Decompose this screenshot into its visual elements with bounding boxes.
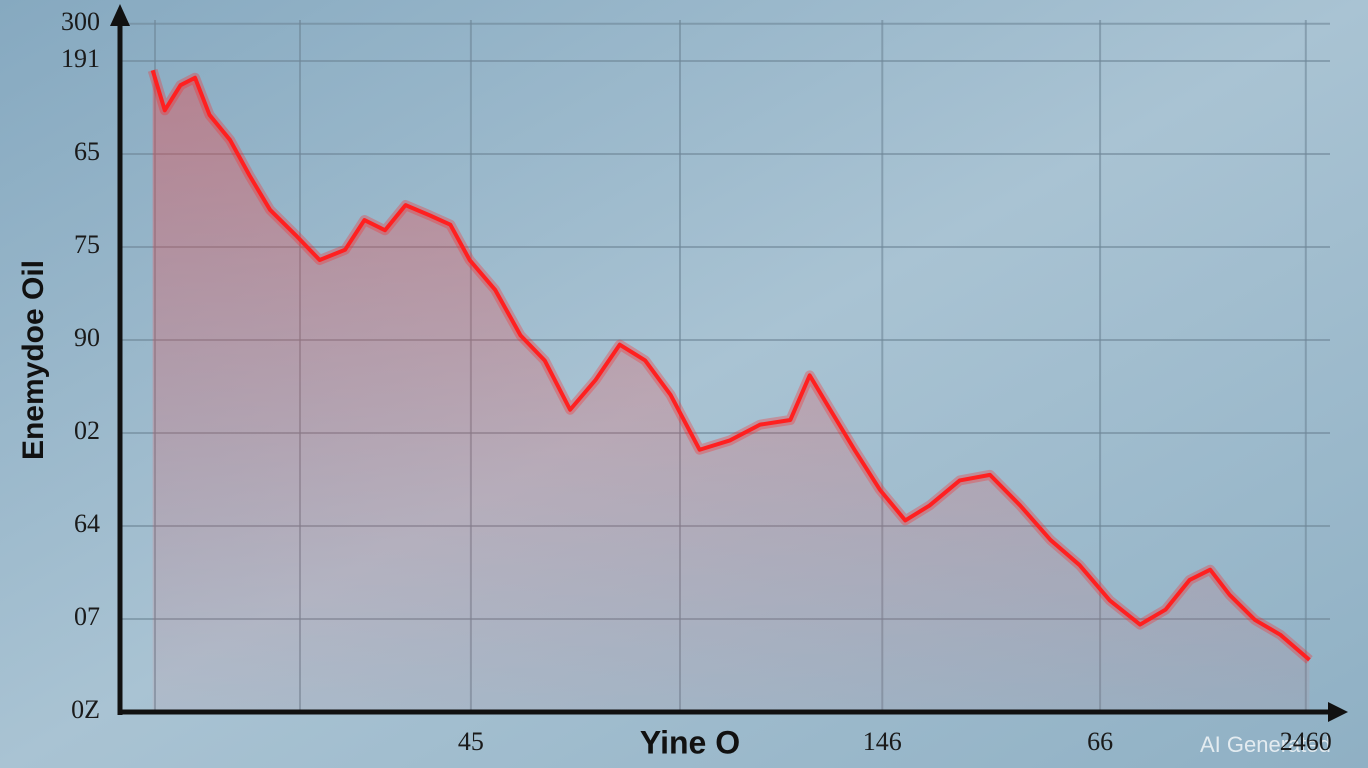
y-tick-label: 65 xyxy=(74,137,100,166)
line xyxy=(150,69,1311,662)
y-tick-label: 0Z xyxy=(71,695,100,724)
y-tick-label: 02 xyxy=(74,416,100,445)
area xyxy=(152,70,1310,713)
y-tick-label: 07 xyxy=(74,602,100,631)
y-tick-label: 75 xyxy=(74,230,100,259)
watermark: AI Generated xyxy=(1200,732,1331,757)
x-tick-label: 45 xyxy=(458,727,484,756)
x-tick-label: 146 xyxy=(863,727,902,756)
x-tick-label: 2460 xyxy=(1280,727,1332,756)
y-axis-arrow xyxy=(110,4,130,26)
y-axis-label: Enemydoe Oil xyxy=(17,260,50,460)
y-tick-label: 64 xyxy=(74,509,100,538)
y-tick-label: 300 xyxy=(61,7,100,36)
ticks: 0Z 07 64 02 90 75 65 191 300 45 146 66 2460 xyxy=(61,7,1332,756)
x-axis-arrow xyxy=(1328,702,1348,722)
y-tick-label: 191 xyxy=(61,44,100,73)
plot xyxy=(147,68,1313,713)
x-axis-label: Yine O xyxy=(640,724,740,760)
y-tick-label: 90 xyxy=(74,323,100,352)
x-tick-label: 66 xyxy=(1087,727,1113,756)
